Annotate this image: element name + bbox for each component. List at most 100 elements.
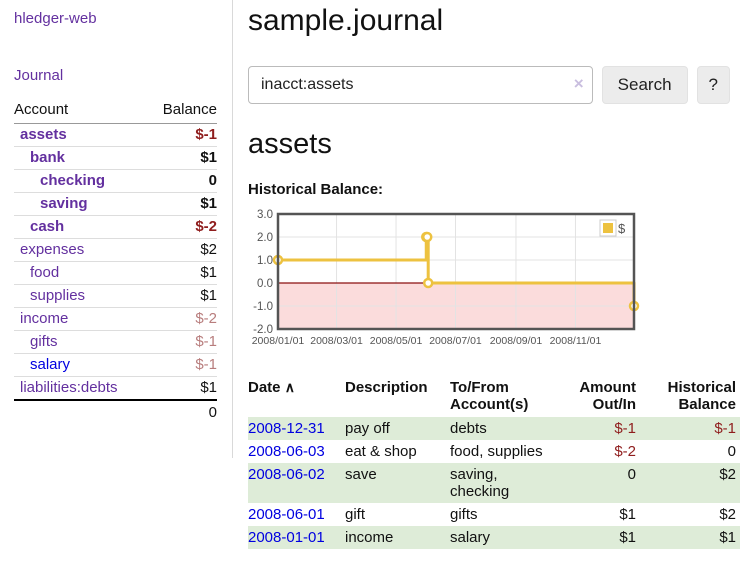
account-balance: $-1 bbox=[147, 330, 217, 354]
account-row: expenses $2 bbox=[14, 238, 217, 262]
help-button[interactable]: ? bbox=[696, 66, 730, 104]
sidebar-account-link[interactable]: cash bbox=[30, 218, 65, 235]
sidebar-account-link[interactable]: gifts bbox=[30, 333, 58, 350]
app-brand-link[interactable]: hledger-web bbox=[14, 10, 97, 27]
accounts-total-value: 0 bbox=[147, 399, 217, 424]
svg-text:0.0: 0.0 bbox=[257, 278, 273, 290]
main-content: sample.journal × Search ? assets Histori… bbox=[248, 0, 742, 549]
data-point-marker bbox=[421, 231, 433, 243]
account-row: cash $-2 bbox=[14, 215, 217, 239]
transaction-row: 2008-06-01 gift gifts $1 $2 bbox=[248, 503, 740, 526]
transaction-balance: 0 bbox=[727, 443, 736, 460]
register-header-description: Description bbox=[345, 379, 428, 396]
transaction-balance: $2 bbox=[640, 463, 740, 503]
svg-text:3.0: 3.0 bbox=[257, 209, 273, 221]
account-row: salary $-1 bbox=[14, 353, 217, 377]
transaction-row: 2008-06-02 save saving, checking 0 $2 bbox=[248, 463, 740, 503]
search-form: × Search ? bbox=[248, 66, 742, 104]
sidebar-account-link[interactable]: bank bbox=[30, 149, 66, 166]
account-balance: $-1 bbox=[147, 353, 217, 377]
sidebar-account-link[interactable]: liabilities:debts bbox=[20, 379, 118, 396]
transaction-accounts: saving, checking bbox=[450, 463, 562, 503]
chart-title: Historical Balance: bbox=[248, 181, 384, 198]
account-row: food $1 bbox=[14, 261, 217, 285]
legend-swatch bbox=[603, 223, 613, 233]
sidebar-account-link[interactable]: expenses bbox=[20, 241, 85, 258]
account-row: bank $1 bbox=[14, 146, 217, 170]
clear-search-icon[interactable]: × bbox=[573, 74, 584, 93]
account-row: income $-2 bbox=[14, 307, 217, 331]
accounts-table: Account Balance assets $-1 bank $1 checking 0… bbox=[14, 98, 217, 424]
sidebar-account-link[interactable]: income bbox=[20, 310, 69, 327]
historical-balance-chart[interactable]: $3.0 2.0 1.0 0.0 -1.0 -2.0 2008/01/01 2008/03/0… bbox=[248, 208, 742, 361]
transaction-description: income bbox=[345, 526, 450, 549]
svg-text:2008/03/01: 2008/03/01 bbox=[310, 335, 363, 347]
transaction-balance: $1 bbox=[640, 526, 740, 549]
transaction-accounts: debts bbox=[450, 417, 562, 440]
register-header-accounts: To/From Account(s) bbox=[450, 379, 529, 413]
svg-text:1.0: 1.0 bbox=[257, 255, 273, 267]
account-balance: $2 bbox=[147, 238, 217, 262]
data-point-marker bbox=[422, 277, 434, 289]
transaction-date-link[interactable]: 2008-01-01 bbox=[248, 529, 325, 546]
accounts-tbody: assets $-1 bank $1 checking 0 saving $1 cash $-2 e… bbox=[14, 123, 217, 401]
transaction-accounts: food, supplies bbox=[450, 443, 543, 460]
transaction-row: 2008-12-31 pay off debts $-1 $-1 bbox=[248, 417, 740, 440]
register-table: Date ∧ Description To/From Account(s) Am… bbox=[248, 377, 740, 549]
sidebar-account-link[interactable]: food bbox=[30, 264, 60, 281]
transaction-row: 2008-06-03 eat & shop food, supplies $-2 0 bbox=[248, 440, 740, 463]
account-balance: $-2 bbox=[147, 307, 217, 331]
transaction-balance: $2 bbox=[719, 506, 736, 523]
svg-text:2008/11/01: 2008/11/01 bbox=[550, 335, 602, 347]
legend-label: $ bbox=[618, 221, 626, 236]
account-row: gifts $-1 bbox=[14, 330, 217, 354]
svg-text:2008/09/01: 2008/09/01 bbox=[490, 335, 543, 347]
transaction-date-link[interactable]: 2008-12-31 bbox=[248, 420, 325, 437]
account-row: liabilities:debts $1 bbox=[14, 376, 217, 401]
account-balance: $1 bbox=[147, 146, 217, 170]
accounts-header-account: Account bbox=[14, 98, 148, 124]
svg-text:2008/05/01: 2008/05/01 bbox=[370, 335, 423, 347]
account-balance: $1 bbox=[147, 376, 217, 401]
svg-text:2008/07/01: 2008/07/01 bbox=[429, 335, 482, 347]
page-title: sample.journal bbox=[248, 4, 444, 37]
transaction-amount: 0 bbox=[562, 463, 640, 503]
transaction-row: 2008-01-01 income salary $1 $1 bbox=[248, 526, 740, 549]
search-input[interactable] bbox=[248, 66, 593, 104]
register-tbody: 2008-12-31 pay off debts $-1 $-1 2008-06-03 ea… bbox=[248, 417, 740, 549]
sidebar-account-link[interactable]: assets bbox=[20, 126, 67, 143]
svg-text:-1.0: -1.0 bbox=[253, 301, 273, 313]
sidebar-account-link[interactable]: checking bbox=[40, 172, 106, 189]
transaction-description: gift bbox=[345, 506, 366, 523]
account-row: saving $1 bbox=[14, 192, 217, 216]
transaction-description: pay off bbox=[345, 417, 450, 440]
transaction-description: save bbox=[345, 463, 450, 503]
account-balance: $1 bbox=[147, 192, 217, 216]
sidebar-account-link[interactable]: supplies bbox=[30, 287, 86, 304]
sidebar-item-journal[interactable]: Journal bbox=[14, 67, 64, 84]
account-row: supplies $1 bbox=[14, 284, 217, 308]
account-balance: $-1 bbox=[147, 123, 217, 147]
account-row: assets $-1 bbox=[14, 123, 217, 147]
accounts-total-row: 0 bbox=[14, 399, 217, 424]
transaction-accounts: salary bbox=[450, 526, 562, 549]
transaction-balance: $-1 bbox=[640, 417, 740, 440]
account-balance: $-2 bbox=[147, 215, 217, 239]
svg-text:2.0: 2.0 bbox=[257, 232, 273, 244]
svg-text:2008/01/01: 2008/01/01 bbox=[252, 335, 305, 347]
transaction-amount: $1 bbox=[619, 506, 636, 523]
register-header-amount: Amount Out/In bbox=[579, 379, 636, 413]
transaction-date-link[interactable]: 2008-06-01 bbox=[248, 506, 325, 523]
transaction-amount: $-2 bbox=[614, 443, 636, 460]
transaction-date-link[interactable]: 2008-06-02 bbox=[248, 466, 325, 483]
sort-ascending-icon[interactable]: ∧ bbox=[284, 379, 295, 395]
transaction-amount: $1 bbox=[562, 526, 640, 549]
register-header-date[interactable]: Date ∧ bbox=[248, 379, 295, 396]
search-button[interactable]: Search bbox=[601, 66, 688, 104]
sidebar-account-link[interactable]: salary bbox=[30, 356, 71, 373]
sidebar-account-link[interactable]: saving bbox=[40, 195, 88, 212]
accounts-header-balance: Balance bbox=[147, 98, 217, 124]
svg-text:-2.0: -2.0 bbox=[253, 324, 273, 336]
transaction-date-link[interactable]: 2008-06-03 bbox=[248, 443, 325, 460]
